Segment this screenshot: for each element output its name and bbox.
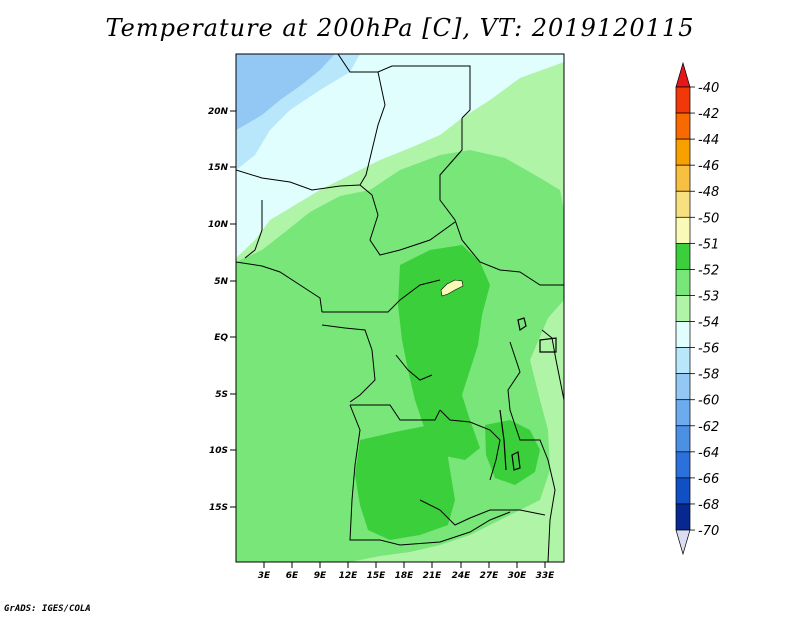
lon-tick: 30E <box>508 562 528 581</box>
lat-tick: 15N <box>208 163 236 173</box>
lat-tick: 20N <box>208 107 236 117</box>
lon-tick: 33E <box>536 562 556 581</box>
colorbar-top-arrow <box>675 61 691 88</box>
field-green-body <box>236 150 564 562</box>
colorbar-label: -51 <box>698 237 719 252</box>
colorbar-label: -46 <box>698 159 719 174</box>
lon-tick-label: 12E <box>339 571 359 581</box>
colorbar-label: -60 <box>698 394 719 409</box>
colorbar-swatch <box>675 295 691 322</box>
lakes <box>499 317 557 471</box>
colorbar-swatch <box>675 477 691 505</box>
lat-tick-label: 10S <box>209 446 228 456</box>
colorbar: -40 -42 -44 -46 -48 -50 -51 -52 -53 -54 -56 -58 -60 -… <box>675 61 719 556</box>
colorbar-swatch <box>675 399 691 427</box>
colorbar-swatch <box>675 451 691 479</box>
colorbar-swatch <box>675 347 691 375</box>
lon-tick: 18E <box>395 562 415 581</box>
lat-tick-label: 15N <box>208 163 229 173</box>
field-cold-band <box>236 54 564 258</box>
colorbar-label: -58 <box>698 368 719 383</box>
colorbar-label: -62 <box>698 420 719 435</box>
colorbar-label: -40 <box>698 81 719 96</box>
lat-axis: 20N 15N 10N 5N EQ 5S 10S 15S <box>208 107 236 513</box>
lat-tick-label: 10N <box>208 220 229 230</box>
lon-tick: 27E <box>480 562 500 581</box>
lon-tick-label: 3E <box>258 571 271 581</box>
colorbar-swatch <box>675 164 691 192</box>
map-title: Temperature at 200hPa [C], VT: 201912011… <box>105 14 695 42</box>
lon-tick: 3E <box>258 562 271 581</box>
lon-tick: 12E <box>339 562 359 581</box>
field-core-east <box>485 420 540 485</box>
lon-tick-label: 24E <box>452 571 472 581</box>
lat-tick-label: 5S <box>215 390 228 400</box>
colorbar-swatch <box>675 503 691 531</box>
colorbar-label: -52 <box>698 263 719 278</box>
lat-tick: 5S <box>215 390 236 400</box>
lon-tick-label: 9E <box>314 571 327 581</box>
lon-tick-label: 33E <box>536 571 556 581</box>
lon-tick: 24E <box>452 562 472 581</box>
boundaries <box>236 54 564 562</box>
colorbar-label: -66 <box>698 472 719 487</box>
colorbar-label: -54 <box>698 316 719 331</box>
colorbar-swatch <box>675 138 691 166</box>
lon-tick-label: 6E <box>286 571 299 581</box>
credit-label: GrADS: IGES/COLA <box>4 604 91 614</box>
colorbar-swatch <box>675 425 691 453</box>
colorbar-label: -64 <box>698 446 719 461</box>
lon-tick: 21E <box>423 562 443 581</box>
colorbar-label: -53 <box>698 289 719 304</box>
colorbar-label: -48 <box>698 185 719 200</box>
field-coldest-corner <box>236 54 335 130</box>
lat-tick: 10S <box>209 446 236 456</box>
colorbar-swatch <box>675 243 691 270</box>
lat-tick: 15S <box>209 503 236 513</box>
colorbar-label: -42 <box>698 107 719 122</box>
colorbar-swatch <box>675 190 691 218</box>
map-plot-area <box>236 54 564 562</box>
lon-tick: 9E <box>314 562 327 581</box>
colorbar-label: -44 <box>698 133 719 148</box>
lon-tick-label: 30E <box>508 571 528 581</box>
colorbar-swatch <box>675 269 691 296</box>
colorbar-swatch <box>675 112 691 140</box>
field-warm-spot <box>440 279 464 297</box>
lat-tick-label: EQ <box>214 333 228 343</box>
lat-tick-label: 20N <box>208 107 229 117</box>
colorbar-swatch <box>675 321 691 348</box>
colorbar-label: -68 <box>698 498 719 513</box>
map-frame <box>235 53 565 563</box>
colorbar-label: -56 <box>698 342 719 357</box>
colorbar-label: -50 <box>698 211 719 226</box>
colorbar-bottom-arrow <box>675 529 691 556</box>
field-core-center <box>398 245 490 460</box>
colorbar-swatch <box>675 86 691 114</box>
lon-tick-label: 27E <box>480 571 500 581</box>
colorbar-swatch <box>675 373 691 401</box>
lat-tick-label: 15S <box>209 503 228 513</box>
lon-tick-label: 15E <box>367 571 387 581</box>
colorbar-label: -70 <box>698 524 719 539</box>
lon-tick: 15E <box>367 562 387 581</box>
lon-axis: 3E 6E 9E 12E 15E 18E 21E 24E 27E 30E 33E <box>258 562 555 581</box>
lon-tick-label: 18E <box>395 571 415 581</box>
lat-tick: 10N <box>208 220 236 230</box>
lon-tick: 6E <box>286 562 299 581</box>
lat-tick: EQ <box>214 333 236 343</box>
lon-tick-label: 21E <box>423 571 443 581</box>
colorbar-swatch <box>675 216 691 244</box>
field-core-south <box>355 425 455 540</box>
lat-tick: 5N <box>214 277 236 287</box>
lat-tick-label: 5N <box>214 277 228 287</box>
